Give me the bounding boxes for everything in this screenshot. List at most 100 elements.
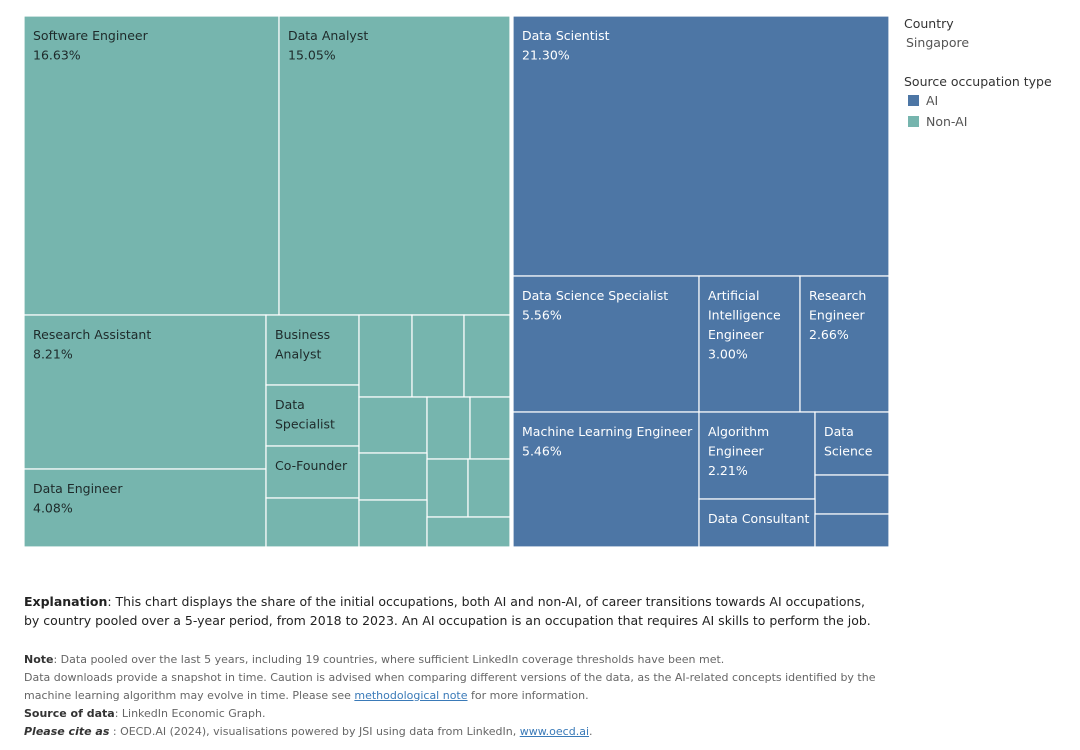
tile-rect-unlabeled-12[interactable] <box>426 516 511 548</box>
tile-software-engineer[interactable]: Software Engineer 16.63% <box>23 15 280 316</box>
tile-rect-unlabeled-4[interactable] <box>463 314 511 398</box>
tile-unlabeled-12[interactable] <box>426 516 511 548</box>
tile-data-engineer[interactable]: Data Engineer 4.08% <box>23 468 267 548</box>
tile-rect-machine-learning-engineer[interactable] <box>512 411 700 548</box>
tile-rect-unlabeled-11[interactable] <box>358 499 428 548</box>
tile-label-data-science-specialist-0: Data Science Specialist <box>522 288 668 303</box>
tile-rect-unlabeled-5[interactable] <box>358 396 428 454</box>
tile-business-analyst[interactable]: Business Analyst <box>265 314 360 386</box>
tile-label-artificial-intelligence-engineer-2: Engineer <box>708 327 765 342</box>
downloads-line-1: Data downloads provide a snapshot in tim… <box>24 671 876 684</box>
tile-label-data-engineer-0: Data Engineer <box>33 481 123 496</box>
tile-rect-algorithm-engineer[interactable] <box>698 411 816 500</box>
tile-rect-data-specialist[interactable] <box>265 384 360 447</box>
tile-value-data-analyst: 15.05% <box>288 48 336 63</box>
tile-rect-unlabeled-13[interactable] <box>814 474 890 515</box>
tile-label-research-assistant-0: Research Assistant <box>33 327 151 342</box>
tile-rect-unlabeled-7[interactable] <box>469 396 511 460</box>
cite-label: Please cite as <box>24 725 110 738</box>
tile-unlabeled-4[interactable] <box>463 314 511 398</box>
tile-data-specialist[interactable]: Data Specialist <box>265 384 360 447</box>
tile-label-business-analyst-0: Business <box>275 327 330 342</box>
legend-item-ai[interactable]: AI <box>908 93 1052 108</box>
tile-unlabeled-1[interactable] <box>265 497 360 548</box>
legend-swatch-ai <box>908 95 919 106</box>
tile-rect-software-engineer[interactable] <box>23 15 280 316</box>
tile-rect-research-engineer[interactable] <box>799 275 890 413</box>
explanation-text: : This chart displays the share of the i… <box>24 594 871 628</box>
cite-line: Please cite as : OECD.AI (2024), visuali… <box>24 723 904 741</box>
tile-label-co-founder-0: Co-Founder <box>275 458 348 473</box>
legend-swatch-non-ai <box>908 116 919 127</box>
explanation-label: Explanation <box>24 594 108 609</box>
tile-unlabeled-9[interactable] <box>426 458 469 518</box>
tile-label-machine-learning-engineer-0: Machine Learning Engineer <box>522 424 693 439</box>
tile-label-research-engineer-1: Engineer <box>809 308 866 323</box>
tile-label-data-science-1: Science <box>824 444 873 459</box>
tile-label-artificial-intelligence-engineer-0: Artificial <box>708 288 759 303</box>
tile-unlabeled-2[interactable] <box>358 314 413 398</box>
tile-value-software-engineer: 16.63% <box>33 48 81 63</box>
tile-data-science-specialist[interactable]: Data Science Specialist 5.56% <box>512 275 700 413</box>
tile-unlabeled-13[interactable] <box>814 474 890 515</box>
tile-unlabeled-6[interactable] <box>426 396 471 460</box>
tile-value-data-science-specialist: 5.56% <box>522 308 562 323</box>
tile-rect-unlabeled-14[interactable] <box>814 513 890 548</box>
tile-unlabeled-8[interactable] <box>358 452 428 501</box>
tile-value-artificial-intelligence-engineer: 3.00% <box>708 347 748 362</box>
tile-value-machine-learning-engineer: 5.46% <box>522 444 562 459</box>
tile-rect-unlabeled-10[interactable] <box>467 458 511 518</box>
legend-label-ai: AI <box>926 93 939 108</box>
tile-unlabeled-14[interactable] <box>814 513 890 548</box>
note-label: Note <box>24 653 54 666</box>
tile-value-research-assistant: 8.21% <box>33 347 73 362</box>
tile-unlabeled-5[interactable] <box>358 396 428 454</box>
tile-rect-unlabeled-2[interactable] <box>358 314 413 398</box>
tile-rect-unlabeled-9[interactable] <box>426 458 469 518</box>
tile-label-business-analyst-1: Analyst <box>275 347 322 362</box>
tile-co-founder[interactable]: Co-Founder <box>265 445 360 499</box>
tile-rect-data-consultant[interactable] <box>698 498 816 548</box>
legend: Country Singapore Source occupation type… <box>904 16 1052 135</box>
downloads-line-2-post: for more information. <box>467 689 589 702</box>
tile-rect-data-engineer[interactable] <box>23 468 267 548</box>
tile-artificial-intelligence-engineer[interactable]: Artificial Intelligence Engineer 3.00% <box>698 275 801 413</box>
tile-data-scientist[interactable]: Data Scientist 21.30% <box>512 15 890 277</box>
tile-label-data-analyst-0: Data Analyst <box>288 28 368 43</box>
tile-unlabeled-3[interactable] <box>411 314 465 398</box>
tile-unlabeled-7[interactable] <box>469 396 511 460</box>
legend-item-non-ai[interactable]: Non-AI <box>908 114 1052 129</box>
tile-label-artificial-intelligence-engineer-1: Intelligence <box>708 308 781 323</box>
tile-rect-data-analyst[interactable] <box>278 15 511 316</box>
cite-end: . <box>589 725 593 738</box>
tile-rect-data-science-specialist[interactable] <box>512 275 700 413</box>
tile-rect-unlabeled-1[interactable] <box>265 497 360 548</box>
tile-algorithm-engineer[interactable]: Algorithm Engineer 2.21% <box>698 411 816 500</box>
tile-rect-data-scientist[interactable] <box>512 15 890 277</box>
tile-unlabeled-11[interactable] <box>358 499 428 548</box>
tile-rect-business-analyst[interactable] <box>265 314 360 386</box>
tile-data-consultant[interactable]: Data Consultant <box>698 498 816 548</box>
source-label: Source of data <box>24 707 115 720</box>
tile-data-analyst[interactable]: Data Analyst 15.05% <box>278 15 511 316</box>
downloads-line-2-pre: machine learning algorithm may evolve in… <box>24 689 355 702</box>
tile-label-data-specialist-1: Specialist <box>275 417 335 432</box>
tile-value-data-engineer: 4.08% <box>33 501 73 516</box>
tile-label-data-scientist-0: Data Scientist <box>522 28 610 43</box>
methodological-note-link[interactable]: methodological note <box>354 689 468 702</box>
tile-research-engineer[interactable]: Research Engineer 2.66% <box>799 275 890 413</box>
tile-unlabeled-10[interactable] <box>467 458 511 518</box>
tile-rect-unlabeled-6[interactable] <box>426 396 471 460</box>
country-filter-value[interactable]: Singapore <box>906 35 970 50</box>
legend-title: Source occupation type <box>904 74 1052 89</box>
tile-rect-unlabeled-8[interactable] <box>358 452 428 501</box>
tile-machine-learning-engineer[interactable]: Machine Learning Engineer 5.46% <box>512 411 700 548</box>
tile-rect-unlabeled-3[interactable] <box>411 314 465 398</box>
source-text: : LinkedIn Economic Graph. <box>114 707 266 720</box>
tile-research-assistant[interactable]: Research Assistant 8.21% <box>23 314 267 470</box>
tile-rect-research-assistant[interactable] <box>23 314 267 470</box>
tile-label-data-science-0: Data <box>824 424 854 439</box>
tile-label-data-specialist-0: Data <box>275 397 305 412</box>
oecd-link[interactable]: www.oecd.ai <box>519 725 590 738</box>
tile-data-science[interactable]: Data Science <box>814 411 890 476</box>
